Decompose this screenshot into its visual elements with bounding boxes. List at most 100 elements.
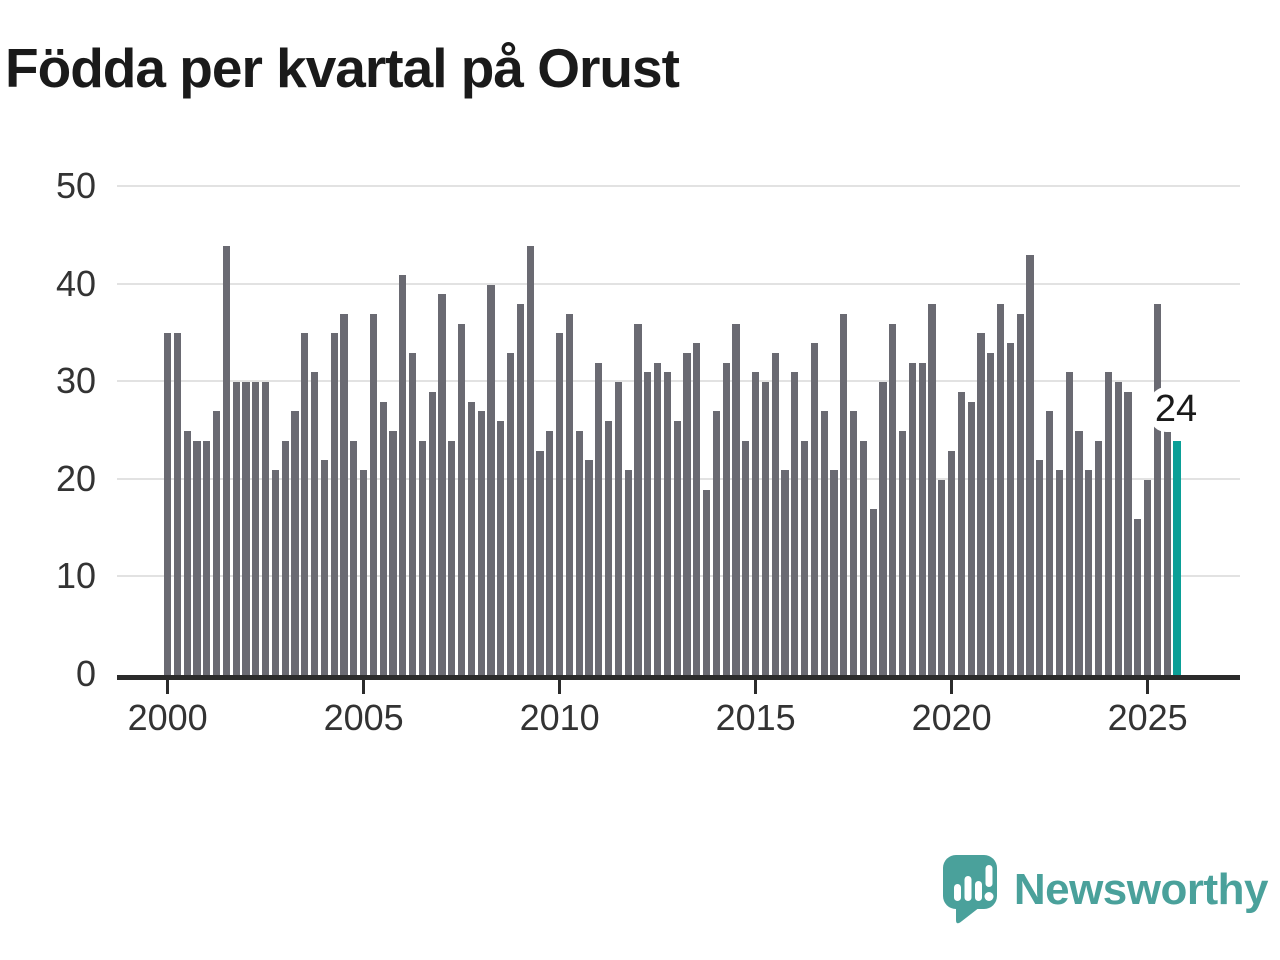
bar xyxy=(1006,343,1015,675)
bar xyxy=(399,274,407,675)
speech-bubble-bar-chart-icon xyxy=(942,855,997,924)
bar xyxy=(330,333,338,675)
bar xyxy=(438,294,446,675)
bar xyxy=(291,411,299,675)
bar xyxy=(595,362,603,675)
bar xyxy=(428,391,436,675)
bar xyxy=(928,304,936,675)
bar xyxy=(644,372,652,675)
bar xyxy=(262,382,270,675)
bar xyxy=(232,382,240,675)
y-axis-tick-label: 30 xyxy=(55,360,96,402)
bar xyxy=(369,313,378,675)
bar xyxy=(948,450,956,675)
x-axis-tick-label: 2005 xyxy=(323,697,404,738)
bar xyxy=(703,489,711,675)
bar xyxy=(663,372,672,675)
bar xyxy=(516,304,525,675)
bar xyxy=(1016,313,1024,675)
bar xyxy=(889,323,897,675)
bar xyxy=(575,431,583,675)
bar xyxy=(791,372,799,675)
bar xyxy=(1114,382,1122,675)
bar xyxy=(458,323,466,675)
bar xyxy=(301,333,309,675)
bar xyxy=(712,411,721,675)
bar xyxy=(957,391,966,675)
bar xyxy=(1055,470,1064,675)
bar xyxy=(173,333,182,675)
bar xyxy=(869,509,877,675)
bar xyxy=(546,431,554,675)
bar xyxy=(418,440,427,675)
bar xyxy=(565,313,574,675)
bar xyxy=(938,479,946,675)
bar xyxy=(507,352,515,675)
gridline xyxy=(117,380,1240,383)
x-axis-tick xyxy=(754,680,758,694)
bar xyxy=(683,352,691,675)
bar xyxy=(761,382,770,675)
bar-highlight-latest xyxy=(1173,440,1181,675)
bar xyxy=(379,401,387,675)
bar xyxy=(624,470,632,675)
chart-title: Födda per kvartal på Orust xyxy=(5,37,680,99)
bar xyxy=(320,460,329,675)
x-axis-tick xyxy=(950,680,954,694)
bar xyxy=(850,411,858,675)
bar xyxy=(1046,411,1054,675)
bar xyxy=(536,450,544,675)
bar xyxy=(605,421,613,675)
bar xyxy=(742,440,750,675)
bar xyxy=(467,401,476,675)
bar xyxy=(673,421,681,675)
newsworthy-logo: Newsworthy xyxy=(942,852,1269,928)
bar xyxy=(1095,440,1103,675)
bar xyxy=(810,343,819,675)
bar xyxy=(183,431,191,675)
bar xyxy=(967,401,975,675)
bar xyxy=(193,440,201,675)
bar xyxy=(820,411,828,675)
bar xyxy=(977,333,985,675)
bar xyxy=(1163,431,1171,675)
y-axis-tick-label: 20 xyxy=(55,457,96,499)
bar xyxy=(409,352,417,675)
x-axis-tick xyxy=(1146,680,1150,694)
bar xyxy=(360,470,368,675)
bar xyxy=(1065,372,1073,675)
bar xyxy=(497,421,505,675)
bar xyxy=(830,470,838,675)
bar xyxy=(350,440,358,675)
bar xyxy=(222,245,231,675)
x-axis-tick-label: 2000 xyxy=(127,697,208,738)
bar xyxy=(1153,304,1162,675)
bar xyxy=(693,343,701,675)
x-axis-tick-label: 2015 xyxy=(715,697,796,738)
bar xyxy=(1075,431,1083,675)
bar xyxy=(1144,479,1152,675)
bar xyxy=(1026,255,1034,675)
bar xyxy=(771,352,779,675)
bar xyxy=(908,362,917,675)
bar xyxy=(614,382,623,675)
value-callout: 24 xyxy=(1138,387,1202,432)
y-axis-tick-label: 10 xyxy=(55,555,96,597)
bar xyxy=(752,372,760,675)
newsworthy-logo-text: Newsworthy xyxy=(1013,865,1269,914)
bar xyxy=(840,313,848,675)
bar xyxy=(918,362,926,675)
x-axis-tick xyxy=(558,680,562,694)
bar xyxy=(781,470,789,675)
gridline xyxy=(117,282,1240,285)
gridline xyxy=(117,185,1240,187)
bar xyxy=(242,382,250,675)
bar xyxy=(252,382,260,675)
bar xyxy=(987,352,995,675)
x-axis-tick xyxy=(362,680,366,694)
bar xyxy=(448,440,456,675)
y-axis-tick-label: 0 xyxy=(75,653,96,694)
x-axis-tick-label: 2020 xyxy=(911,697,992,738)
bar xyxy=(311,372,319,675)
